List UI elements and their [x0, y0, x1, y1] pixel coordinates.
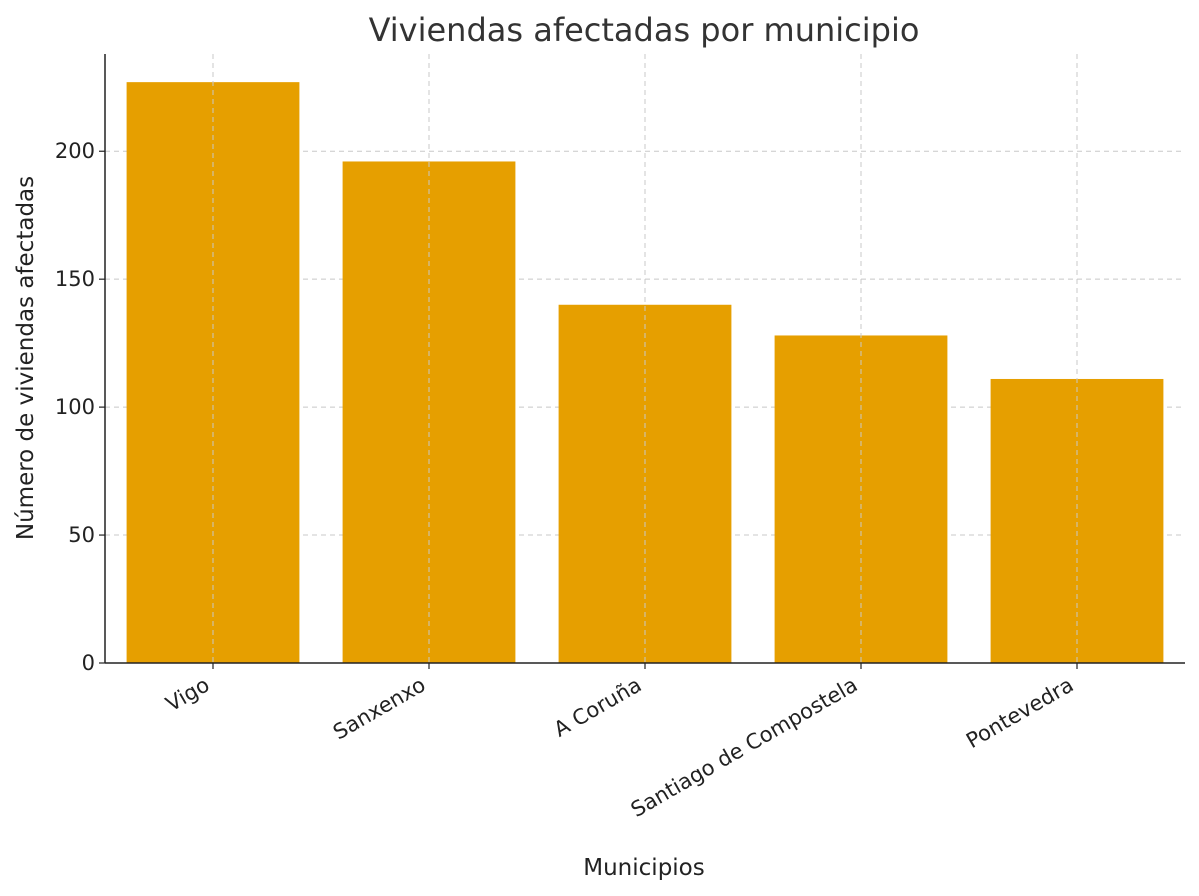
chart-title: Viviendas afectadas por municipio	[369, 11, 920, 49]
y-tick-label: 50	[68, 523, 95, 547]
bar	[558, 304, 732, 663]
x-axis-label: Municipios	[583, 855, 704, 881]
y-axis-ticks: 0 50 100 150 200	[55, 139, 105, 675]
x-tick-label: Sanxenxo	[329, 673, 429, 745]
x-tick-label: A Coruña	[550, 673, 646, 742]
bars	[126, 54, 1164, 664]
y-tick-label: 150	[55, 267, 95, 291]
y-tick-label: 0	[82, 651, 95, 675]
y-tick-label: 200	[55, 139, 95, 163]
bar	[990, 378, 1164, 663]
y-axis-label: Número de viviendas afectadas	[13, 176, 39, 540]
x-tick-label: Vigo	[162, 673, 214, 717]
x-tick-label: Santiago de Compostela	[627, 673, 862, 822]
x-tick-label: Pontevedra	[962, 673, 1077, 753]
y-tick-label: 100	[55, 395, 95, 419]
